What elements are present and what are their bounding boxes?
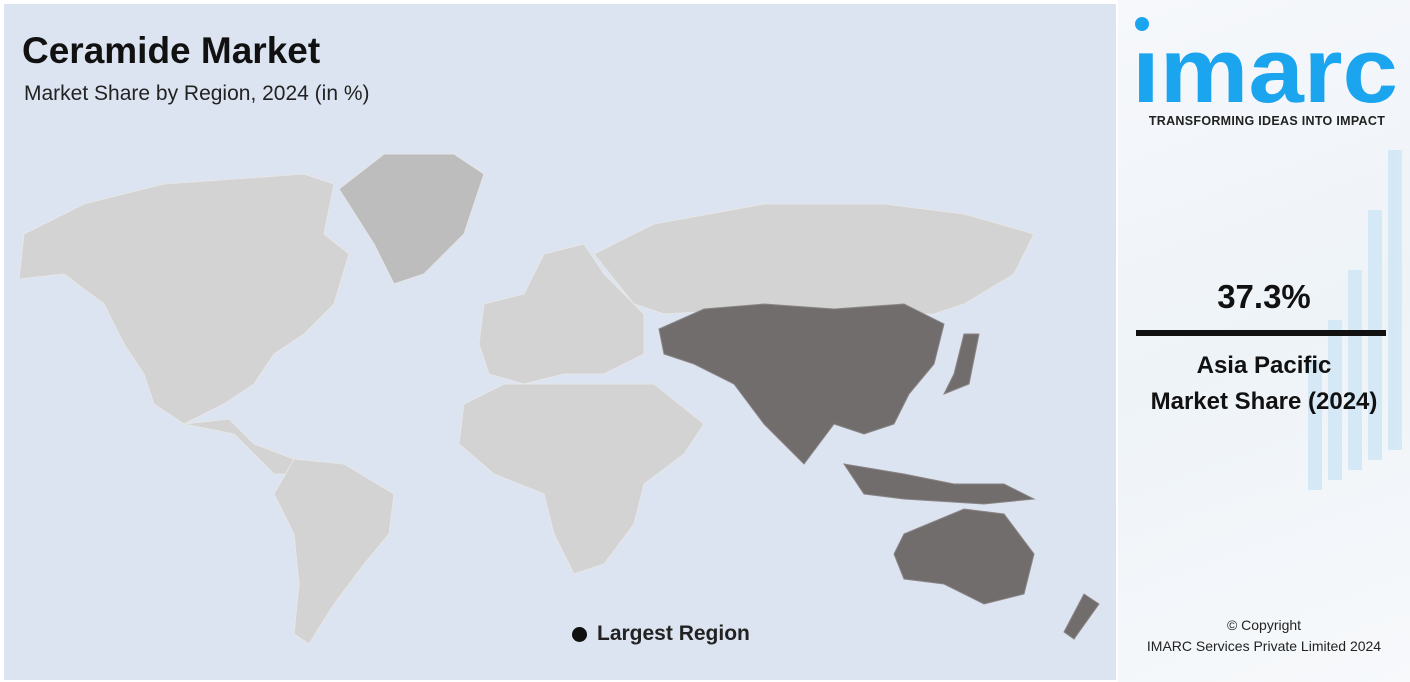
world-map bbox=[18, 153, 1100, 645]
region-north-america bbox=[18, 173, 350, 425]
svg-text:ımarc: ımarc bbox=[1132, 20, 1398, 114]
region-greenland bbox=[338, 153, 485, 285]
largest-region-share: 37.3% bbox=[1217, 278, 1311, 315]
region-south-america bbox=[273, 458, 395, 645]
region-name: Asia Pacific bbox=[1196, 352, 1332, 379]
copyright-line: © Copyright bbox=[1226, 617, 1302, 633]
legend-marker bbox=[572, 626, 587, 642]
imarc-logo: ımarc bbox=[1132, 17, 1398, 114]
region-southeast-asia bbox=[842, 463, 1036, 505]
region-middle-east-africa bbox=[458, 383, 705, 575]
region-japan bbox=[942, 333, 980, 395]
region-russia bbox=[593, 203, 1035, 315]
page-subtitle: Market Share by Region, 2024 (in %) bbox=[24, 82, 370, 105]
divider bbox=[1136, 330, 1386, 336]
region-asia-pacific bbox=[658, 303, 945, 465]
region-new-zealand bbox=[1063, 593, 1100, 640]
copyright: © Copyright IMARC Services Private Limit… bbox=[1118, 615, 1410, 657]
largest-region-label: Asia Pacific Market Share (2024) bbox=[1118, 348, 1410, 420]
map-legend: Largest Region bbox=[572, 622, 750, 646]
region-central-america bbox=[183, 418, 305, 475]
region-australia bbox=[893, 508, 1035, 605]
page-title: Ceramide Market bbox=[22, 30, 321, 71]
background-chart-decoration bbox=[1308, 150, 1402, 490]
region-caption: Market Share (2024) bbox=[1150, 388, 1378, 415]
sidebar: ımarc TRANSFORMING IDEAS INTO IMPACT 37.… bbox=[1118, 0, 1410, 682]
region-europe bbox=[478, 243, 645, 385]
logo-tagline: TRANSFORMING IDEAS INTO IMPACT bbox=[1148, 114, 1386, 128]
map-panel: Ceramide Market Market Share by Region, … bbox=[4, 4, 1116, 680]
copyright-company: IMARC Services Private Limited 2024 bbox=[1146, 638, 1382, 654]
legend-label: Largest Region bbox=[597, 622, 750, 645]
